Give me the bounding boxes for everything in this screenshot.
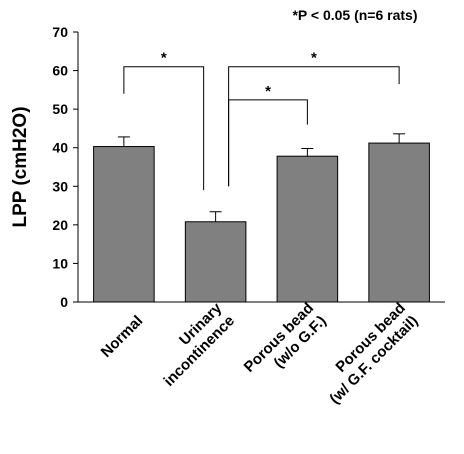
significance-star: * [265, 83, 271, 100]
y-tick-label: 60 [52, 63, 68, 79]
error-bar [209, 211, 222, 222]
x-tick-label: Porous bead(w/ G.F. cocktail) [314, 300, 422, 408]
significance-star: * [161, 50, 167, 67]
x-tick-label: Urinaryincontinence [148, 299, 239, 390]
y-tick-label: 40 [52, 140, 68, 156]
bar [184, 221, 247, 303]
bar [368, 142, 430, 303]
significance-bracket [228, 99, 308, 187]
y-tick-label: 10 [52, 255, 68, 271]
error-bar [393, 133, 406, 144]
significance-star: * [311, 50, 317, 67]
y-tick-label: 30 [52, 178, 68, 194]
y-tick-label: 0 [60, 294, 68, 310]
x-tick-label: Normal [98, 312, 147, 361]
y-tick-label: 50 [52, 101, 68, 117]
bar [276, 155, 339, 303]
y-axis-title: LPP (cmH2O) [10, 106, 31, 227]
x-tick-label: Porous bead(w/o G.F.) [241, 300, 330, 389]
error-bar [117, 136, 130, 147]
y-tick-label: 20 [52, 217, 68, 233]
error-bar [301, 147, 314, 157]
significance-note: *P < 0.05 (n=6 rats) [292, 7, 417, 23]
bar [93, 146, 155, 303]
y-tick-label: 70 [52, 24, 68, 40]
significance-bracket [123, 66, 205, 191]
